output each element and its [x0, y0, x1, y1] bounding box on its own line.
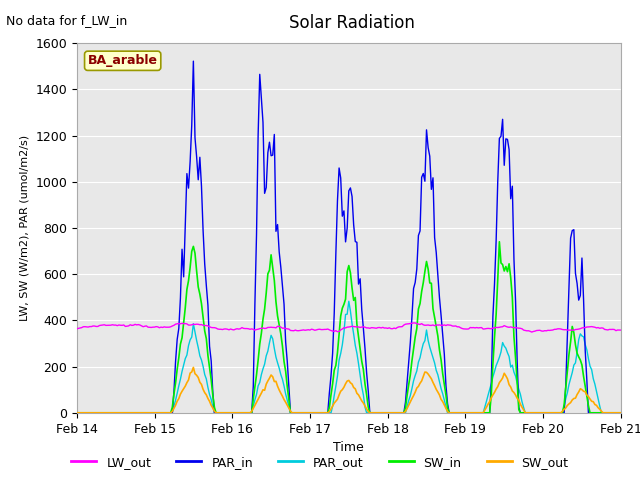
Text: BA_arable: BA_arable: [88, 54, 157, 67]
Text: Solar Radiation: Solar Radiation: [289, 14, 415, 33]
Legend: LW_out, PAR_in, PAR_out, SW_in, SW_out: LW_out, PAR_in, PAR_out, SW_in, SW_out: [67, 451, 573, 474]
Text: No data for f_LW_in: No data for f_LW_in: [6, 14, 127, 27]
Y-axis label: LW, SW (W/m2), PAR (umol/m2/s): LW, SW (W/m2), PAR (umol/m2/s): [20, 135, 29, 321]
X-axis label: Time: Time: [333, 441, 364, 454]
